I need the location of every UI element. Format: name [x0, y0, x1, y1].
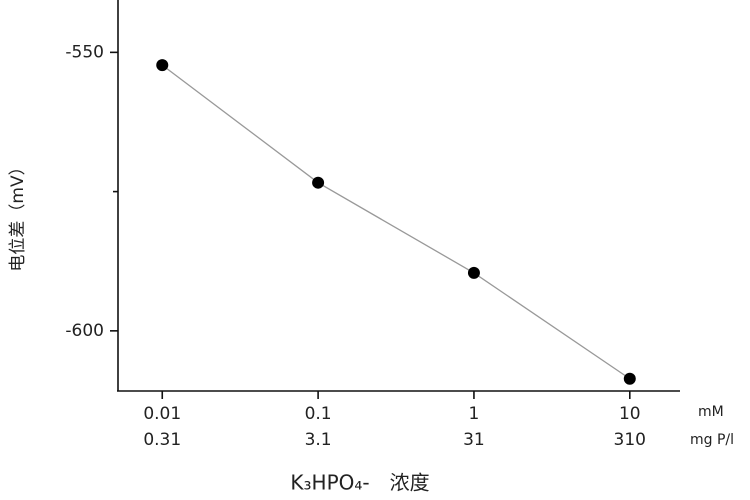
point: [312, 176, 325, 189]
x2-unit: mg P/l: [690, 432, 734, 448]
point: [467, 266, 480, 279]
x-unit: mM: [698, 404, 724, 420]
x2-tick-label: 0.31: [143, 430, 181, 450]
x-tick-label: 1: [469, 404, 480, 424]
point: [156, 59, 169, 72]
point: [623, 372, 636, 385]
x-tick-label: 0.01: [143, 404, 181, 424]
x2-tick-label: 310: [614, 430, 646, 450]
x2-tick-label: 3.1: [305, 430, 332, 450]
x-tick-label: 0.1: [305, 404, 332, 424]
x-tick-label: 10: [619, 404, 641, 424]
y-tick-label: -550: [65, 42, 104, 62]
x-axis-label: K₃HPO₄- 浓度: [290, 471, 429, 495]
line: [161, 64, 631, 380]
y-tick-label: -600: [65, 321, 104, 341]
x2-tick-label: 31: [463, 430, 485, 450]
y-axis-label: 电位差（mV）: [8, 158, 28, 271]
